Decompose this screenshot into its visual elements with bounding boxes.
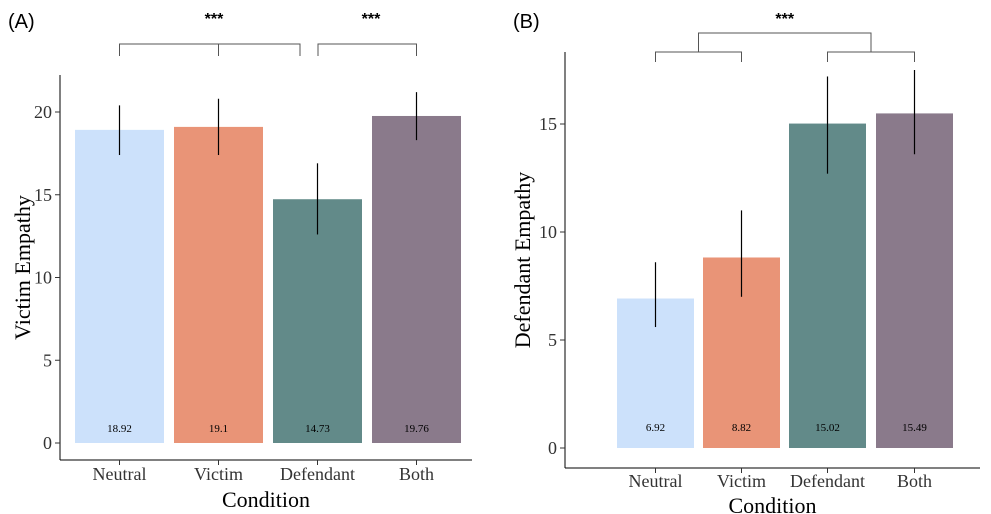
value-label: 15.02: [815, 422, 840, 434]
value-label: 18.92: [107, 423, 132, 435]
x-tick-label: Neutral: [93, 464, 147, 484]
panel-b: (B) 0 5 10 15 6.92 Neutral 8.82 Victim 15.02 Defen…: [510, 11, 980, 514]
panel-label: (B): [513, 11, 540, 33]
value-label: 19.76: [404, 423, 429, 435]
significance-label: ***: [205, 11, 224, 28]
bar-defendant: [273, 199, 362, 443]
significance-bracket: [119, 43, 301, 56]
significance-label: ***: [362, 11, 381, 28]
y-tick-label: 10: [34, 268, 52, 288]
y-tick-label: 15: [34, 185, 52, 205]
y-tick-label: 20: [34, 102, 52, 122]
x-tick-label: Victim: [717, 471, 766, 491]
bar-both: [372, 115, 461, 444]
y-tick-label: 0: [43, 433, 52, 453]
value-label: 15.49: [902, 422, 927, 434]
x-tick-label: Both: [399, 464, 434, 484]
y-tick-label: 0: [548, 438, 557, 458]
y-axis-title: Victim Empathy: [10, 195, 35, 340]
y-axis-title: Defendant Empathy: [510, 172, 535, 349]
bar-neutral: [75, 129, 164, 443]
panel-a: (A) 0 5 10 15 20 18.92 Neutral 19.1 Victim 14.73 De…: [8, 11, 472, 512]
x-tick-label: Both: [897, 471, 932, 491]
x-axis-title: Condition: [728, 493, 816, 514]
y-tick-label: 15: [539, 114, 557, 134]
x-tick-label: Victim: [194, 464, 243, 484]
significance-bracket: [317, 43, 417, 56]
y-tick-label: 5: [548, 330, 557, 350]
value-label: 8.82: [732, 422, 751, 434]
significance-bracket: [655, 32, 915, 62]
y-tick-label: 10: [539, 222, 557, 242]
bar-defendant: [789, 123, 866, 449]
value-label: 14.73: [305, 423, 330, 435]
x-axis-title: Condition: [222, 487, 310, 512]
value-label: 19.1: [209, 423, 228, 435]
x-tick-label: Defendant: [280, 464, 355, 484]
x-tick-label: Defendant: [790, 471, 865, 491]
value-label: 6.92: [646, 422, 665, 434]
significance-label: ***: [775, 11, 794, 28]
panel-label: (A): [8, 11, 35, 33]
x-tick-label: Neutral: [629, 471, 683, 491]
bar-victim: [174, 126, 263, 444]
bar-both: [876, 113, 953, 448]
y-tick-label: 5: [43, 350, 52, 370]
